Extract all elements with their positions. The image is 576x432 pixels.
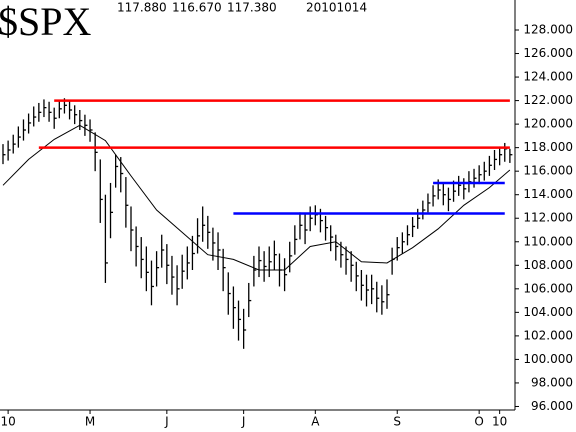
y-tick-label: 110.000 (523, 234, 573, 248)
y-tick-label: 116.000 (523, 164, 573, 178)
header-date: 20101014 (306, 1, 367, 15)
x-tick-label: S (393, 415, 401, 429)
x-tick-label: 10 (492, 415, 507, 429)
y-tick-label: 108.000 (523, 258, 573, 272)
y-tick-label: 96.000 (531, 399, 573, 413)
x-tick-label: J (241, 415, 246, 429)
y-tick-label: 112.000 (523, 211, 573, 225)
header-value: 116.670 (172, 1, 222, 15)
y-tick-label: 114.000 (523, 187, 573, 201)
y-tick-label: 106.000 (523, 281, 573, 295)
chart-title: $SPX (0, 0, 91, 44)
y-tick-label: 128.000 (523, 23, 573, 37)
moving-average (2, 124, 511, 271)
y-tick-label: 124.000 (523, 70, 573, 84)
y-tick-label: 126.000 (523, 46, 573, 60)
x-tick-label: J (164, 415, 169, 429)
y-tick-label: 100.000 (523, 352, 573, 366)
x-tick-label: O (474, 415, 483, 429)
y-tick-label: 122.000 (523, 93, 573, 107)
header-value: 117.880 (117, 1, 167, 15)
y-tick-label: 98.000 (531, 375, 573, 389)
x-tick-label: 10 (0, 415, 15, 429)
header-value: 117.380 (227, 1, 277, 15)
y-tick-label: 102.000 (523, 328, 573, 342)
y-tick-label: 118.000 (523, 140, 573, 154)
y-tick-label: 120.000 (523, 117, 573, 131)
x-tick-label: M (85, 415, 95, 429)
x-tick-label: A (311, 415, 320, 429)
y-tick-label: 104.000 (523, 305, 573, 319)
